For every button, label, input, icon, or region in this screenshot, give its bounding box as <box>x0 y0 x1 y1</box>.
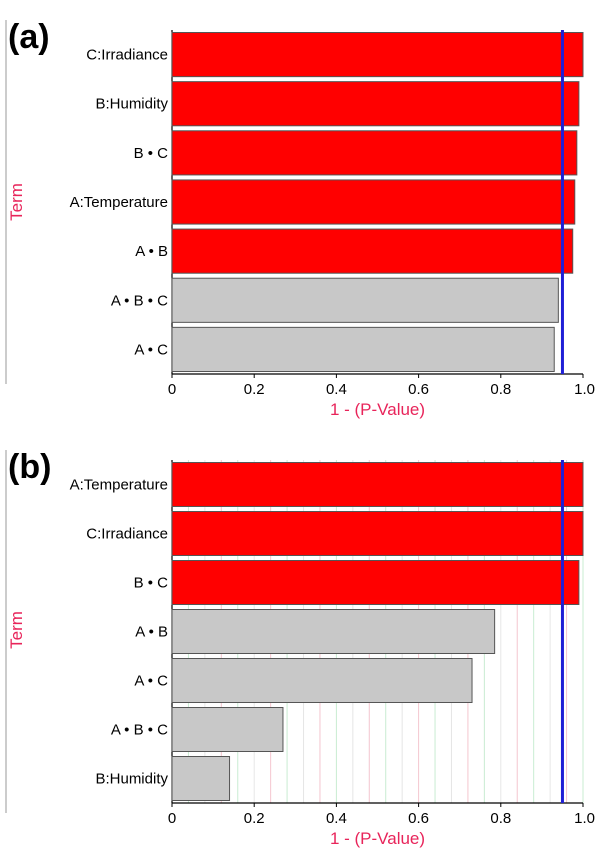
bar-a-temperature <box>171 179 576 225</box>
chart-panel-a: (a) C:Irradiance B:Humidity B • C A:Temperat… <box>5 18 595 419</box>
category-label: C:Irradiance <box>86 47 168 64</box>
panel-label: (a) <box>8 18 50 56</box>
x-tick-label: 0.4 <box>326 381 347 398</box>
bar-b-humidity <box>171 81 580 127</box>
x-tick-label: 0.2 <box>244 381 265 398</box>
category-label: A • B • C <box>111 722 168 739</box>
x-tick-label: 0 <box>168 381 176 398</box>
panel-label: (b) <box>8 448 51 486</box>
category-label: B:Humidity <box>95 96 168 113</box>
x-tick-label: 1.0 <box>574 810 595 827</box>
category-label: B • C <box>134 575 169 592</box>
bar-a-temperature <box>171 462 584 507</box>
bar-a-b-c <box>171 277 559 323</box>
category-label: A • B • C <box>111 292 168 309</box>
bar-b-c <box>171 130 578 176</box>
bar-a-b <box>171 609 496 654</box>
bar-a-c <box>171 326 555 373</box>
category-label: A • C <box>134 673 168 690</box>
y-axis-title: Term <box>7 183 26 221</box>
category-label: A • B <box>135 624 168 641</box>
category-label: B:Humidity <box>95 771 168 788</box>
chart-panel-b: (b) A:Temperature C:Irradiance B • C A • B A … <box>5 448 595 848</box>
x-axis-title: 1 - (P-Value) <box>330 829 425 848</box>
category-label: A:Temperature <box>70 194 168 211</box>
x-tick-label: 1.0 <box>574 381 595 398</box>
x-tick-label: 0.6 <box>408 810 429 827</box>
x-tick-label: 0.8 <box>490 810 511 827</box>
category-label: A:Temperature <box>70 477 168 494</box>
x-tick-label: 0.4 <box>326 810 347 827</box>
bar-b-humidity <box>171 756 231 801</box>
category-label: C:Irradiance <box>86 526 168 543</box>
x-tick-label: 0.8 <box>490 381 511 398</box>
category-label: A • B <box>135 243 168 260</box>
bar-a-b <box>171 228 574 274</box>
y-axis-title: Term <box>7 611 26 649</box>
bar-b-c <box>171 560 580 605</box>
bar-c-irradiance <box>171 511 584 556</box>
bar-a-c <box>171 658 473 703</box>
bar-a-b-c <box>171 707 284 752</box>
category-label: B • C <box>134 145 169 162</box>
category-label: A • C <box>134 341 168 358</box>
bar-c-irradiance <box>171 32 584 78</box>
x-tick-label: 0.2 <box>244 810 265 827</box>
x-tick-label: 0 <box>168 810 176 827</box>
x-axis-title: 1 - (P-Value) <box>330 400 425 419</box>
x-tick-label: 0.6 <box>408 381 429 398</box>
